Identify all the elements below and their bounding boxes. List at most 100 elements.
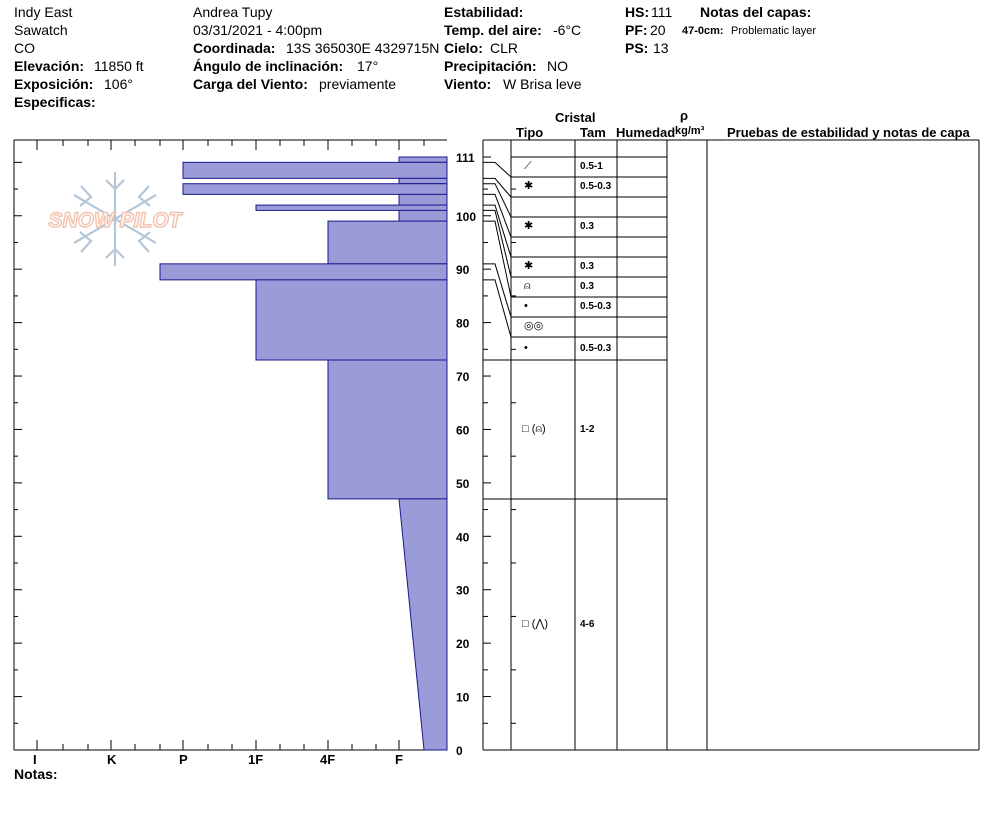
layer-size: 0.5-1 (580, 161, 603, 172)
pf-value: 20 (650, 22, 666, 38)
layer-crystal-icon: ✱ (524, 180, 534, 192)
layer-crystal-icon: □ (⍝) (522, 422, 546, 435)
coord-value: 13S 365030E 4329715N (286, 40, 440, 56)
size-header: Tam (580, 125, 606, 140)
hardness-bar (255, 204, 448, 211)
ps-label: PS: (625, 40, 649, 56)
layer-crystal-icon: ⟋ (524, 160, 532, 172)
sky-value: CLR (490, 40, 519, 56)
layer-connector-line (483, 279, 512, 338)
layer-size: 0.5-0.3 (580, 181, 612, 192)
hardness-bar (182, 161, 448, 179)
layer-size: 1-2 (580, 423, 595, 435)
ps-value: 13 (653, 40, 669, 56)
depth-label: 100 (456, 210, 476, 224)
snowpilot-logo: SNOW PILOT (48, 172, 184, 266)
hs-value: 111 (651, 4, 673, 20)
depth-label: 50 (456, 477, 470, 491)
layer-table-frame (482, 139, 980, 751)
aspect-label: Exposición: (14, 76, 94, 92)
depth-label: 111 (456, 151, 475, 165)
sky-label: Cielo: (444, 40, 483, 56)
depth-label: 40 (456, 530, 470, 544)
specifics-label: Especificas: (14, 94, 96, 110)
layer-size: 0.5-0.3 (580, 342, 612, 354)
observer: Andrea Tupy (193, 4, 273, 20)
location: Indy East (14, 4, 73, 20)
hardness-bar (398, 156, 448, 163)
layer-connector-line (483, 204, 512, 258)
wind-label: Viento: (444, 76, 492, 92)
coord-label: Coordinada: (193, 40, 276, 56)
layer-crystal-icon: • (524, 341, 528, 354)
layer-crystal-icon: □ (⋀) (522, 617, 549, 630)
layer-connector-line (483, 209, 512, 278)
layer-size: 0.3 (580, 221, 594, 232)
layer-connector-line (483, 183, 512, 218)
layer-notes-label: Notas del capas: (700, 4, 812, 20)
slope-value: 17° (357, 58, 379, 74)
layer-size: 0.3 (580, 261, 594, 272)
hardness-bar (255, 279, 448, 361)
snowflake-icon (73, 172, 157, 266)
layer-connector-line (483, 220, 512, 298)
layer-crystal-icon: ✱ (524, 220, 534, 232)
layer-crystal-icon: ◎◎ (524, 320, 544, 332)
hardness-label-i: I (33, 752, 37, 767)
depth-label: 70 (456, 370, 470, 384)
layer-size: 4-6 (580, 618, 595, 630)
stability-label: Estabilidad: (444, 4, 524, 20)
hardness-label-1f: 1F (248, 752, 264, 767)
layer-connector-line (483, 161, 512, 178)
wind-load-label: Carga del Viento: (193, 76, 308, 92)
hardness-bar (327, 220, 448, 265)
layer-connector-line (483, 177, 512, 198)
density-unit-header: kg/m³ (675, 125, 705, 137)
precip-value: NO (547, 58, 568, 74)
hardness-bar (327, 359, 448, 500)
wind-load-value: previamente (319, 76, 397, 92)
wind-value: W Brisa leve (503, 76, 582, 92)
depth-label: 0 (456, 744, 463, 758)
pf-label: PF: (625, 22, 648, 38)
layer-size: 0.3 (580, 281, 594, 292)
layer-crystal-icon: ✱ (524, 260, 534, 272)
hardness-label-k: K (107, 752, 117, 767)
depth-label: 80 (456, 317, 470, 331)
logo-text: SNOW PILOT (49, 209, 184, 232)
depth-label: 30 (456, 584, 470, 598)
hardness-bar (398, 209, 448, 222)
hardness-label-f: F (395, 752, 403, 767)
hardness-bar (398, 177, 448, 185)
elevation-label: Elevación: (14, 58, 85, 74)
hardness-bar (159, 263, 448, 281)
hardness-label-p: P (179, 752, 188, 767)
crystal-header: Cristal (555, 110, 596, 125)
hardness-frame (13, 139, 447, 751)
precip-label: Precipitación: (444, 58, 537, 74)
layer-size: 0.5-0.3 (580, 301, 612, 312)
slope-label: Ángulo de inclinación: (193, 58, 344, 74)
hs-label: HS: (625, 4, 650, 20)
state: CO (14, 40, 35, 56)
hardness-bar (398, 498, 448, 751)
layer-note-range: 47-0cm: (682, 25, 724, 37)
aspect-value: 106° (104, 76, 133, 92)
notes-label: Notas: (14, 766, 58, 782)
type-header: Tipo (516, 125, 544, 140)
depth-label: 90 (456, 263, 470, 277)
datetime: 03/31/2021 - 4:00pm (193, 22, 323, 38)
moisture-header: Humedad (616, 125, 676, 140)
layer-crystal-icon: • (524, 300, 528, 312)
tests-header: Pruebas de estabilidad y notas de capa (727, 125, 970, 140)
depth-label: 60 (456, 423, 470, 437)
layer-crystal-icon: ⍝ (524, 280, 531, 292)
layer-connector-line (483, 263, 512, 318)
hardness-bar (398, 193, 448, 206)
air-temp-label: Temp. del aire: (444, 22, 542, 38)
hardness-label-4f: 4F (320, 752, 336, 767)
rho-header: ρ (680, 108, 689, 123)
depth-label: 20 (456, 637, 470, 651)
layer-connector-line (483, 193, 512, 238)
